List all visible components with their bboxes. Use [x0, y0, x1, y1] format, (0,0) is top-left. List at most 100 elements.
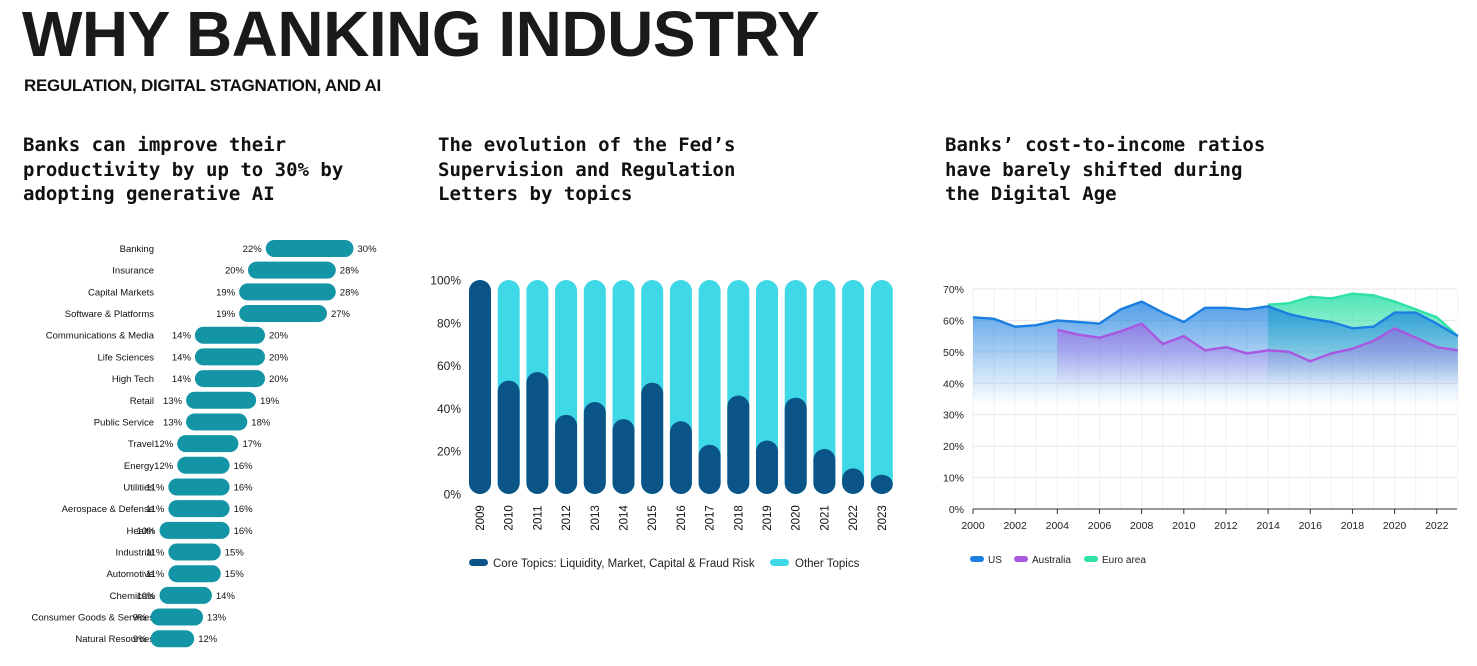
range-bar: [159, 521, 230, 539]
high-value-label: 28%: [340, 287, 360, 298]
y-tick-label: 40%: [437, 402, 461, 416]
range-bar: [177, 456, 230, 474]
core-topics-bar: [497, 380, 520, 494]
low-value-label: 10%: [136, 526, 156, 537]
panel2-heading: The evolution of the Fed’s Supervision a…: [438, 133, 735, 207]
x-tick-label: 2017: [705, 505, 717, 531]
other-topics-bar: [698, 280, 721, 494]
range-bar: [159, 586, 212, 604]
x-tick-label: 2018: [733, 505, 745, 531]
x-tick-label: 2008: [1130, 520, 1154, 532]
category-label: Insurance: [112, 266, 154, 277]
low-value-label: 12%: [154, 461, 174, 472]
low-value-label: 20%: [225, 266, 245, 277]
legend-swatch: [1084, 556, 1098, 562]
panel1-heading-line: Banks can improve their: [23, 134, 287, 156]
panel3-heading-line: Banks’ cost-to-income ratios: [945, 134, 1266, 156]
x-tick-label: 2019: [762, 505, 774, 531]
x-tick-label: 2014: [619, 505, 631, 531]
x-tick-label: 2009: [475, 505, 487, 531]
category-label: Utilities: [123, 482, 154, 493]
low-value-label: 22%: [243, 244, 263, 255]
core-topics-bar: [698, 444, 721, 494]
y-tick-label: 50%: [943, 347, 964, 359]
category-label: Automotive: [106, 569, 154, 580]
range-bar: [194, 348, 265, 366]
other-topics-bar: [813, 280, 836, 494]
panel1-heading-line: adopting generative AI: [23, 183, 275, 205]
x-tick-label: 2010: [504, 505, 516, 531]
other-topics-bar: [870, 280, 893, 494]
high-value-label: 16%: [234, 461, 254, 472]
category-label: Software & Platforms: [65, 309, 154, 320]
y-tick-label: 80%: [437, 316, 461, 330]
y-tick-label: 60%: [943, 315, 964, 327]
panel1-heading-line: productivity by up to 30% by: [23, 158, 344, 181]
low-value-label: 9%: [133, 613, 147, 624]
core-topics-bar: [870, 474, 893, 494]
low-value-label: 11%: [146, 569, 165, 580]
category-label: Communications & Media: [46, 331, 155, 342]
x-tick-label: 2021: [819, 505, 831, 531]
category-label: Retail: [130, 396, 154, 407]
category-label: High Tech: [112, 374, 154, 385]
category-label: Public Service: [94, 417, 154, 428]
high-value-label: 18%: [251, 417, 271, 428]
x-tick-label: 2016: [676, 505, 688, 531]
x-tick-label: 2012: [1214, 520, 1238, 532]
range-bar: [194, 326, 265, 344]
low-value-label: 10%: [136, 591, 156, 602]
range-bar: [239, 283, 336, 301]
category-label: Natural Resources: [75, 634, 154, 645]
high-value-label: 16%: [234, 482, 254, 493]
other-topics-bar: [842, 280, 865, 494]
x-tick-label: 2006: [1088, 520, 1112, 532]
high-value-label: 16%: [234, 526, 254, 537]
range-bar: [150, 630, 195, 648]
high-value-label: 19%: [260, 396, 280, 407]
x-tick-label: 2022: [1425, 520, 1449, 532]
core-topics-bar: [555, 414, 578, 494]
core-topics-bar: [526, 372, 549, 494]
low-value-label: 11%: [146, 548, 165, 559]
high-value-label: 20%: [269, 352, 289, 363]
range-bar: [150, 608, 204, 626]
low-value-label: 19%: [216, 287, 236, 298]
x-tick-label: 2015: [647, 505, 659, 531]
high-value-label: 28%: [340, 266, 360, 277]
x-tick-label: 2010: [1172, 520, 1196, 532]
high-value-label: 20%: [269, 374, 289, 385]
legend-swatch-core: [469, 559, 488, 566]
range-bar: [248, 261, 336, 279]
range-bar: [168, 478, 230, 496]
x-tick-label: 2011: [532, 506, 544, 531]
core-topics-bar: [756, 440, 778, 494]
core-topics-bar: [784, 397, 807, 494]
y-tick-label: 10%: [943, 473, 964, 485]
panel2-heading-line: Letters by topics: [438, 183, 633, 205]
panel1-heading: Banks can improve their productivity by …: [23, 133, 343, 207]
legend-label-other: Other Topics: [795, 558, 860, 570]
panel3-heading-line: have barely shifted during: [945, 158, 1243, 181]
y-tick-label: 0%: [444, 488, 462, 502]
category-label: Industrial: [115, 548, 154, 559]
range-bar: [168, 500, 230, 518]
y-tick-label: 30%: [943, 410, 964, 422]
low-value-label: 19%: [216, 309, 236, 320]
productivity-range-chart: Banking 22% 30% Insurance 20% 28% Capital Mark…: [32, 240, 378, 648]
range-bar: [265, 240, 354, 257]
category-label: Banking: [120, 244, 154, 255]
legend-swatch: [970, 556, 984, 562]
category-label: Consumer Goods & Services: [32, 613, 155, 624]
low-value-label: 11%: [146, 482, 165, 493]
low-value-label: 14%: [172, 331, 192, 342]
low-value-label: 12%: [154, 439, 174, 450]
category-label: Life Sciences: [97, 352, 154, 363]
high-value-label: 30%: [358, 244, 378, 255]
y-tick-label: 60%: [437, 359, 461, 373]
panel2-heading-line: Supervision and Regulation: [438, 158, 736, 181]
low-value-label: 13%: [163, 417, 183, 428]
legend-label: Euro area: [1102, 555, 1146, 566]
range-bar: [168, 565, 221, 583]
x-tick-label: 2002: [1003, 520, 1027, 532]
